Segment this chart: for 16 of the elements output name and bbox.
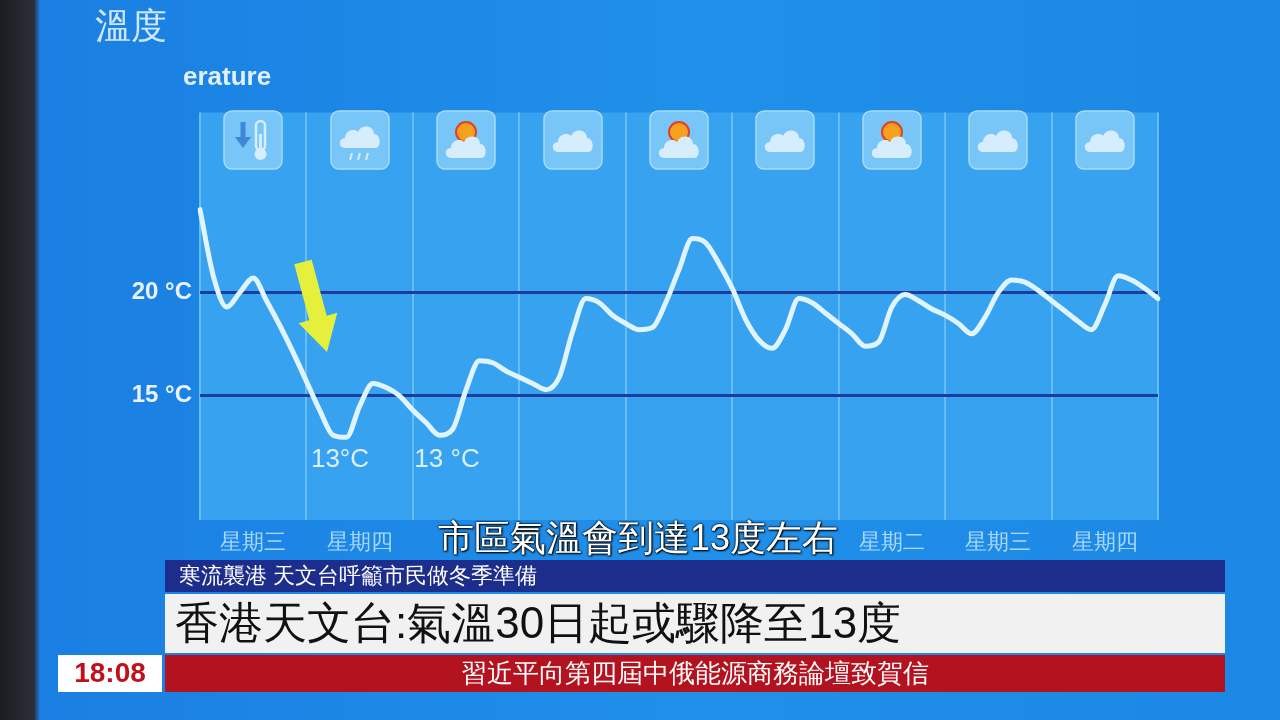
annotation: 13 °C xyxy=(414,443,480,473)
x-tick-label: 星期四 xyxy=(326,529,393,555)
chart-title: 溫度 xyxy=(95,4,167,48)
y-tick-label: 15 °C xyxy=(131,380,192,408)
headline-strip: 香港天文台:氣溫30日起或驟降至13度 xyxy=(165,594,1225,653)
x-tick-label: 星期三 xyxy=(965,529,1032,555)
annotation: 市區氣溫會到達13度左右 xyxy=(437,517,839,558)
x-tick-label: 星期三 xyxy=(220,529,287,555)
topic-strip: 寒流襲港 天文台呼籲市民做冬季準備 xyxy=(165,560,1225,592)
chart-subtitle: erature xyxy=(183,60,272,92)
annotation: 13°C xyxy=(310,443,370,473)
clock-box: 18:08 xyxy=(58,655,162,692)
y-tick-label: 20 °C xyxy=(131,277,192,305)
ticker-strip: 習近平向第四屆中俄能源商務論壇致賀信 xyxy=(165,655,1225,692)
x-tick-label: 星期二 xyxy=(858,529,925,555)
x-tick-label: 星期四 xyxy=(1071,529,1138,555)
